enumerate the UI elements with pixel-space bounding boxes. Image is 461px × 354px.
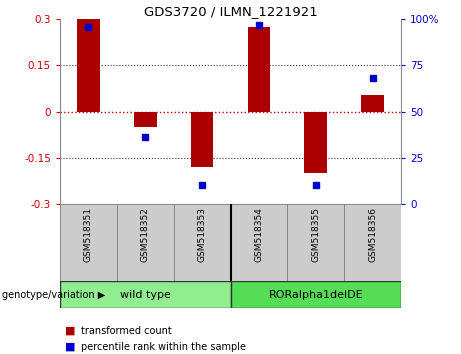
- Text: GSM518353: GSM518353: [198, 207, 207, 262]
- Text: percentile rank within the sample: percentile rank within the sample: [81, 342, 246, 352]
- Bar: [174, 204, 230, 281]
- Text: wild type: wild type: [120, 290, 171, 300]
- Text: GSM518354: GSM518354: [254, 207, 263, 262]
- Bar: [287, 204, 344, 281]
- Bar: [248, 27, 270, 112]
- Bar: [77, 19, 100, 112]
- Title: GDS3720 / ILMN_1221921: GDS3720 / ILMN_1221921: [144, 5, 317, 18]
- Bar: [344, 204, 401, 281]
- Bar: [60, 281, 230, 308]
- Bar: [361, 95, 384, 112]
- Text: GSM518351: GSM518351: [84, 207, 93, 262]
- Text: ■: ■: [65, 326, 75, 336]
- Bar: [134, 112, 157, 127]
- Text: GSM518356: GSM518356: [368, 207, 377, 262]
- Bar: [60, 204, 117, 281]
- Text: ■: ■: [65, 342, 75, 352]
- Bar: [304, 112, 327, 173]
- Bar: [117, 204, 174, 281]
- Bar: [191, 112, 213, 167]
- Text: transformed count: transformed count: [81, 326, 171, 336]
- Text: genotype/variation ▶: genotype/variation ▶: [2, 290, 106, 300]
- Text: RORalpha1delDE: RORalpha1delDE: [268, 290, 363, 300]
- Bar: [230, 281, 401, 308]
- Text: GSM518355: GSM518355: [311, 207, 320, 262]
- Text: GSM518352: GSM518352: [141, 207, 150, 262]
- Bar: [230, 204, 287, 281]
